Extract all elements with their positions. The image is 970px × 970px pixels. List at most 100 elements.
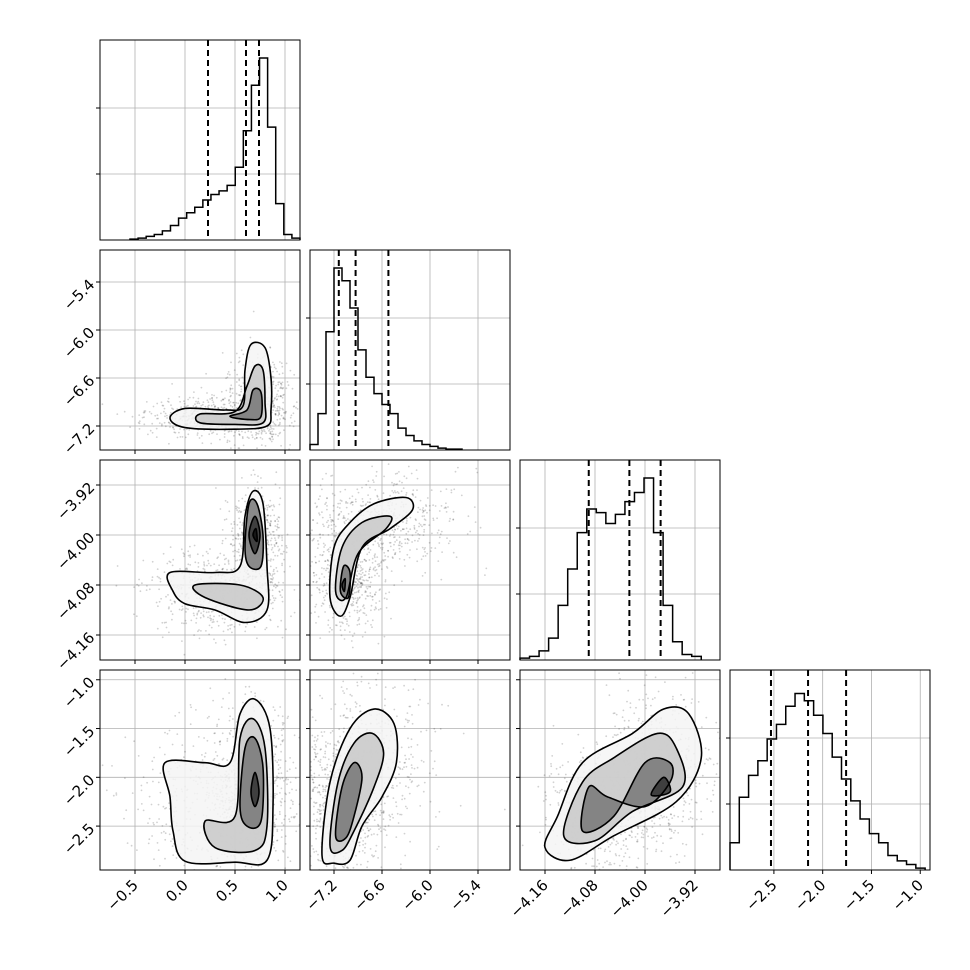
sample-point xyxy=(398,536,401,539)
sample-point xyxy=(235,507,238,510)
sample-point xyxy=(247,430,250,433)
sample-point xyxy=(376,572,379,575)
sample-point xyxy=(200,630,202,632)
sample-point xyxy=(340,634,343,637)
sample-point xyxy=(182,552,185,554)
sample-point xyxy=(147,822,149,824)
sample-point xyxy=(321,590,324,593)
sample-point xyxy=(230,729,232,732)
sample-point xyxy=(196,612,199,615)
sample-point xyxy=(160,412,162,415)
sample-point xyxy=(269,524,271,526)
sample-point xyxy=(282,842,284,844)
sample-point xyxy=(230,384,233,387)
sample-point xyxy=(164,838,167,841)
sample-point xyxy=(322,596,325,599)
sample-point xyxy=(312,519,315,521)
sample-point xyxy=(213,732,216,735)
sample-point xyxy=(307,802,309,804)
sample-point xyxy=(256,481,259,483)
sample-point xyxy=(277,414,280,417)
sample-point xyxy=(275,399,278,401)
sample-point xyxy=(343,615,346,618)
sample-point xyxy=(146,781,149,784)
sample-point xyxy=(226,439,229,442)
sample-point xyxy=(270,543,273,546)
sample-point xyxy=(300,882,302,884)
sample-point xyxy=(283,818,286,821)
sample-point xyxy=(279,431,282,434)
sample-point xyxy=(181,436,184,438)
sample-point xyxy=(360,566,363,569)
sample-point xyxy=(369,594,372,597)
sample-point xyxy=(235,392,238,395)
sample-point xyxy=(319,495,321,498)
sample-point xyxy=(270,602,273,605)
sample-point xyxy=(327,571,330,573)
sample-point xyxy=(391,529,394,532)
sample-point xyxy=(358,841,360,844)
sample-point xyxy=(221,568,224,571)
sample-point xyxy=(380,561,382,564)
sample-point xyxy=(417,533,419,535)
sample-point xyxy=(152,780,154,783)
sample-point xyxy=(221,617,224,620)
sample-point xyxy=(255,437,258,439)
sample-point xyxy=(150,412,153,415)
sample-point xyxy=(276,839,278,842)
sample-point xyxy=(212,431,215,434)
sample-point xyxy=(190,619,193,622)
sample-point xyxy=(378,545,380,548)
sample-point xyxy=(233,434,235,437)
sample-point xyxy=(277,737,280,740)
sample-point xyxy=(271,578,274,581)
sample-point xyxy=(158,746,161,749)
sample-point xyxy=(169,599,172,601)
sample-point xyxy=(145,589,148,591)
sample-point xyxy=(469,530,472,533)
sample-point xyxy=(274,433,277,436)
sample-point xyxy=(385,834,388,837)
sample-point xyxy=(116,565,119,567)
sample-point xyxy=(343,522,346,525)
sample-point xyxy=(147,842,150,845)
sample-point xyxy=(407,689,410,692)
sample-point xyxy=(389,533,392,536)
sample-point xyxy=(277,390,279,392)
sample-point xyxy=(184,619,187,622)
sample-point xyxy=(273,505,276,508)
sample-point xyxy=(342,638,344,640)
sample-point xyxy=(335,534,337,537)
sample-point xyxy=(227,707,230,710)
sample-point xyxy=(223,430,226,432)
sample-point xyxy=(151,576,154,579)
sample-point xyxy=(244,879,246,881)
sample-point xyxy=(228,430,231,433)
sample-point xyxy=(288,820,291,823)
sample-point xyxy=(228,692,231,694)
sample-point xyxy=(425,505,428,507)
sample-point xyxy=(224,563,226,565)
panel-frame xyxy=(99,669,301,871)
sample-point xyxy=(268,544,270,546)
sample-point xyxy=(261,495,264,498)
sample-point xyxy=(371,619,374,622)
sample-point xyxy=(332,612,335,615)
sample-point xyxy=(349,708,352,710)
sample-point xyxy=(269,598,272,601)
sample-point xyxy=(389,818,391,821)
sample-point xyxy=(351,635,354,638)
sample-point xyxy=(282,849,284,852)
sample-point xyxy=(277,520,280,523)
sample-point xyxy=(168,606,170,609)
sample-point xyxy=(273,814,276,816)
sample-point xyxy=(377,825,380,827)
sample-point xyxy=(284,412,287,415)
sample-point xyxy=(235,407,238,409)
sample-point xyxy=(223,621,226,624)
sample-point xyxy=(365,559,367,562)
sample-point xyxy=(332,504,335,507)
sample-point xyxy=(232,534,235,537)
sample-point xyxy=(157,417,160,420)
sample-point xyxy=(276,828,279,831)
